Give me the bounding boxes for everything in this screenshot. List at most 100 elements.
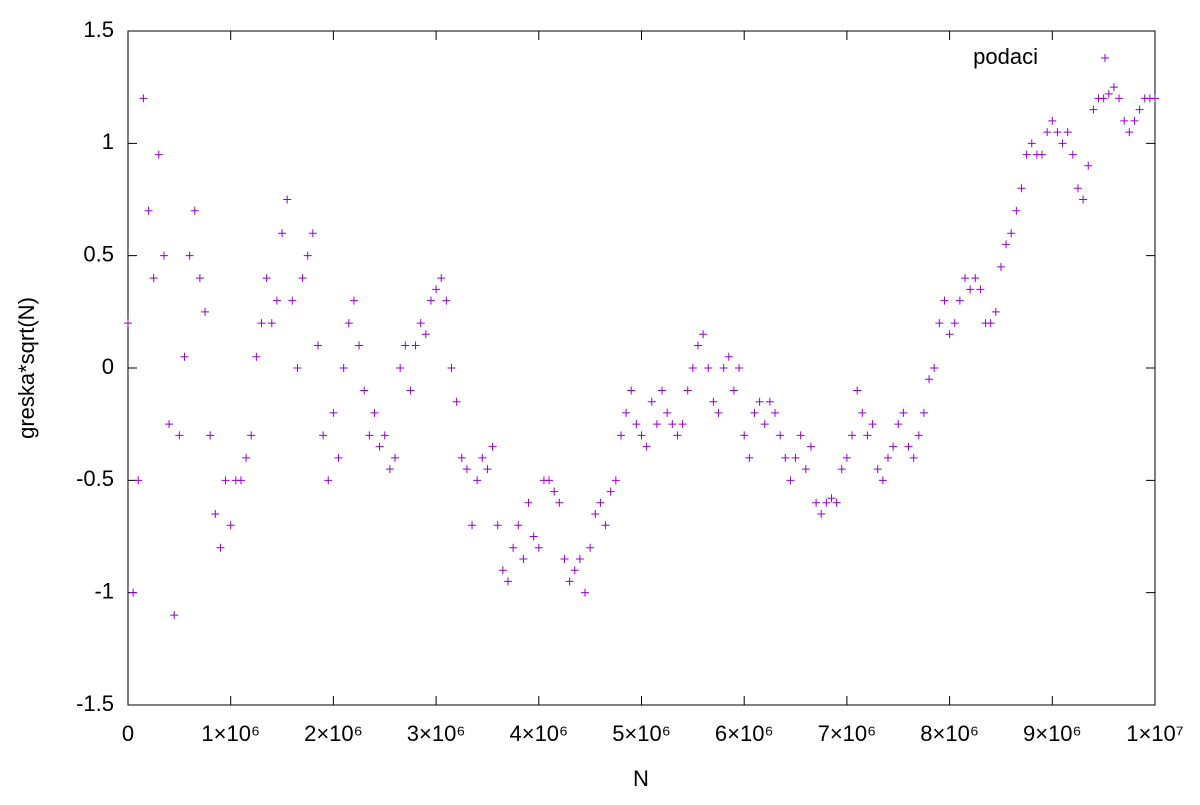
legend-marker: [1101, 54, 1109, 62]
data-point: [206, 431, 215, 440]
data-point: [195, 274, 204, 283]
data-point: [267, 319, 276, 328]
data-point: [683, 386, 692, 395]
data-point: [1151, 94, 1159, 103]
data-point: [1120, 116, 1129, 125]
data-point: [329, 408, 338, 417]
data-point: [632, 420, 641, 429]
data-point: [154, 150, 163, 159]
data-point: [986, 319, 995, 328]
data-point: [878, 476, 887, 485]
data-point: [159, 251, 168, 260]
data-point: [642, 442, 651, 451]
y-tick-label: 1: [102, 129, 114, 154]
data-point: [909, 453, 918, 462]
data-point: [201, 307, 210, 316]
data-point: [1017, 184, 1026, 193]
data-point: [1048, 116, 1057, 125]
data-point: [1027, 139, 1036, 148]
data-point: [750, 408, 759, 417]
y-tick-label: 0: [102, 354, 114, 379]
data-point: [652, 420, 661, 429]
data-point: [714, 408, 723, 417]
data-point: [509, 543, 518, 552]
legend-label: podaci: [973, 44, 1038, 69]
data-point: [688, 364, 697, 372]
data-point: [165, 420, 174, 429]
data-point: [606, 487, 615, 496]
y-tick-label: 1.5: [83, 17, 114, 42]
data-point: [339, 364, 348, 372]
data-point: [380, 431, 389, 440]
data-point: [781, 453, 790, 462]
data-point: [391, 453, 400, 462]
data-point: [324, 476, 333, 485]
data-point: [247, 431, 256, 440]
data-point: [365, 431, 374, 440]
data-point: [1125, 128, 1134, 137]
data-point: [791, 453, 800, 462]
data-point: [349, 296, 358, 305]
data-point: [1115, 94, 1124, 103]
x-tick-label: 6×10⁶: [715, 721, 774, 746]
data-point: [591, 510, 600, 519]
data-point: [1063, 128, 1072, 137]
data-point: [740, 431, 749, 440]
data-point: [622, 408, 631, 417]
data-point: [211, 510, 220, 519]
data-point: [185, 251, 194, 260]
data-point: [693, 341, 702, 350]
data-point: [462, 465, 471, 474]
data-point: [955, 296, 964, 305]
data-point: [560, 554, 569, 563]
data-point: [914, 431, 923, 440]
data-point: [673, 431, 682, 440]
data-point: [991, 307, 1000, 316]
data-point: [473, 476, 482, 485]
data-point: [709, 397, 718, 406]
data-point: [837, 465, 846, 474]
data-point: [853, 386, 862, 395]
data-point: [719, 364, 728, 372]
y-tick-label: -0.5: [76, 466, 114, 491]
data-point: [288, 296, 297, 305]
y-tick-label: 0.5: [83, 241, 114, 266]
data-point: [1038, 150, 1047, 159]
data-point: [812, 498, 821, 507]
data-point: [930, 364, 939, 372]
data-point: [468, 521, 477, 530]
data-point: [1043, 128, 1052, 137]
data-point: [1058, 139, 1067, 148]
data-point: [935, 319, 944, 328]
data-point: [601, 521, 610, 530]
data-point: [221, 476, 230, 485]
data-point: [904, 442, 913, 451]
data-point: [124, 319, 132, 328]
data-point: [1068, 150, 1077, 159]
data-point: [575, 554, 584, 563]
data-point: [637, 431, 646, 440]
data-point: [801, 465, 810, 474]
data-point: [493, 521, 502, 530]
data-point: [278, 229, 287, 238]
data-point: [175, 431, 184, 440]
data-point: [375, 442, 384, 451]
data-point: [832, 498, 841, 507]
data-point: [765, 397, 774, 406]
data-point: [863, 431, 872, 440]
data-point: [1099, 94, 1108, 103]
data-point: [1084, 161, 1093, 170]
data-point: [961, 274, 970, 283]
data-point: [724, 352, 733, 361]
data-point: [1073, 184, 1082, 193]
y-axis-label: greska*sqrt(N): [14, 297, 39, 439]
data-point: [298, 274, 307, 283]
data-point: [704, 364, 713, 372]
y-tick-label: -1: [94, 578, 114, 603]
data-point: [216, 543, 225, 552]
data-point: [945, 330, 954, 339]
data-point: [411, 341, 420, 350]
data-point: [858, 408, 867, 417]
data-point: [498, 566, 507, 575]
